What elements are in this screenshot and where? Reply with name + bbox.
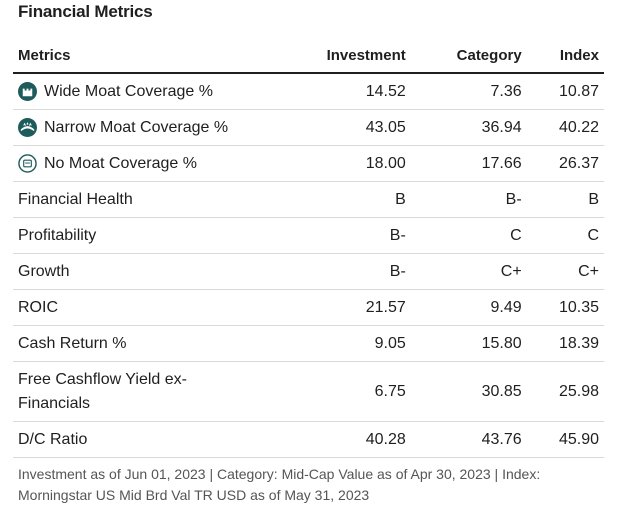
investment-value: B- bbox=[273, 253, 411, 290]
index-value: 18.39 bbox=[526, 325, 604, 362]
investment-value: 21.57 bbox=[273, 289, 411, 326]
metric-label-text: Free Cashflow Yield ex-Financials bbox=[18, 370, 187, 412]
metric-label-cell: Wide Moat Coverage % bbox=[13, 73, 273, 110]
investment-value: B bbox=[273, 181, 411, 218]
category-value: 30.85 bbox=[410, 361, 527, 422]
category-value: 15.80 bbox=[410, 325, 527, 362]
metric-label: Financial Health bbox=[13, 181, 273, 218]
investment-value: 40.28 bbox=[273, 421, 411, 458]
index-value: 10.87 bbox=[526, 73, 604, 110]
index-value: B bbox=[526, 181, 604, 218]
index-value: 10.35 bbox=[526, 289, 604, 326]
header-investment: Investment bbox=[273, 38, 411, 74]
category-value: 17.66 bbox=[410, 145, 527, 182]
category-value: B- bbox=[410, 181, 527, 218]
index-value: 26.37 bbox=[526, 145, 604, 182]
data-date-footnote: Investment as of Jun 01, 2023 | Category… bbox=[18, 466, 541, 503]
investment-value: 9.05 bbox=[273, 325, 411, 362]
metric-label: Narrow Moat Coverage % bbox=[44, 118, 229, 136]
table-row: D/C Ratio 40.28 43.76 45.90 bbox=[13, 421, 604, 458]
metric-label-cell: No Moat Coverage % bbox=[13, 145, 273, 182]
table-row: Cash Return % 9.05 15.80 18.39 bbox=[13, 325, 604, 362]
investment-value: 14.52 bbox=[273, 73, 411, 110]
no-moat-icon bbox=[18, 154, 37, 173]
wide-moat-icon bbox=[18, 82, 37, 101]
table-row: Financial Health B B- B bbox=[13, 181, 604, 218]
metric-label: ROIC bbox=[13, 289, 273, 326]
metric-label-cell: Narrow Moat Coverage % bbox=[13, 109, 273, 146]
table-row: No Moat Coverage % 18.00 17.66 26.37 bbox=[13, 145, 604, 182]
metric-label: No Moat Coverage % bbox=[44, 154, 197, 172]
investment-value: B- bbox=[273, 217, 411, 254]
metric-label: Growth bbox=[13, 253, 273, 290]
index-value: 45.90 bbox=[526, 421, 604, 458]
metric-label: Wide Moat Coverage % bbox=[44, 82, 213, 100]
category-value: C bbox=[410, 217, 527, 254]
header-index: Index bbox=[526, 38, 604, 74]
header-metrics: Metrics bbox=[13, 38, 273, 74]
section-title: Financial Metrics bbox=[18, 2, 153, 21]
investment-value: 43.05 bbox=[273, 109, 411, 146]
index-value: 40.22 bbox=[526, 109, 604, 146]
metrics-table: Metrics Investment Category Index Wide M… bbox=[13, 38, 604, 458]
narrow-moat-icon bbox=[18, 118, 37, 137]
table-row: Growth B- C+ C+ bbox=[13, 253, 604, 290]
category-value: C+ bbox=[410, 253, 527, 290]
category-value: 7.36 bbox=[410, 73, 527, 110]
table-header-row: Metrics Investment Category Index bbox=[13, 38, 604, 74]
category-value: 36.94 bbox=[410, 109, 527, 146]
metric-label: Cash Return % bbox=[13, 325, 273, 362]
metric-label: D/C Ratio bbox=[13, 421, 273, 458]
table-row: Free Cashflow Yield ex-Financials 6.75 3… bbox=[13, 361, 604, 422]
investment-value: 6.75 bbox=[273, 361, 411, 422]
metric-label: Free Cashflow Yield ex-Financials bbox=[13, 361, 273, 422]
table-row: Profitability B- C C bbox=[13, 217, 604, 254]
header-category: Category bbox=[410, 38, 527, 74]
table-row: Wide Moat Coverage % 14.52 7.36 10.87 bbox=[13, 73, 604, 110]
table-row: Narrow Moat Coverage % 43.05 36.94 40.22 bbox=[13, 109, 604, 146]
index-value: 25.98 bbox=[526, 361, 604, 422]
metric-label: Profitability bbox=[13, 217, 273, 254]
category-value: 9.49 bbox=[410, 289, 527, 326]
investment-value: 18.00 bbox=[273, 145, 411, 182]
category-value: 43.76 bbox=[410, 421, 527, 458]
table-row: ROIC 21.57 9.49 10.35 bbox=[13, 289, 604, 326]
index-value: C bbox=[526, 217, 604, 254]
index-value: C+ bbox=[526, 253, 604, 290]
